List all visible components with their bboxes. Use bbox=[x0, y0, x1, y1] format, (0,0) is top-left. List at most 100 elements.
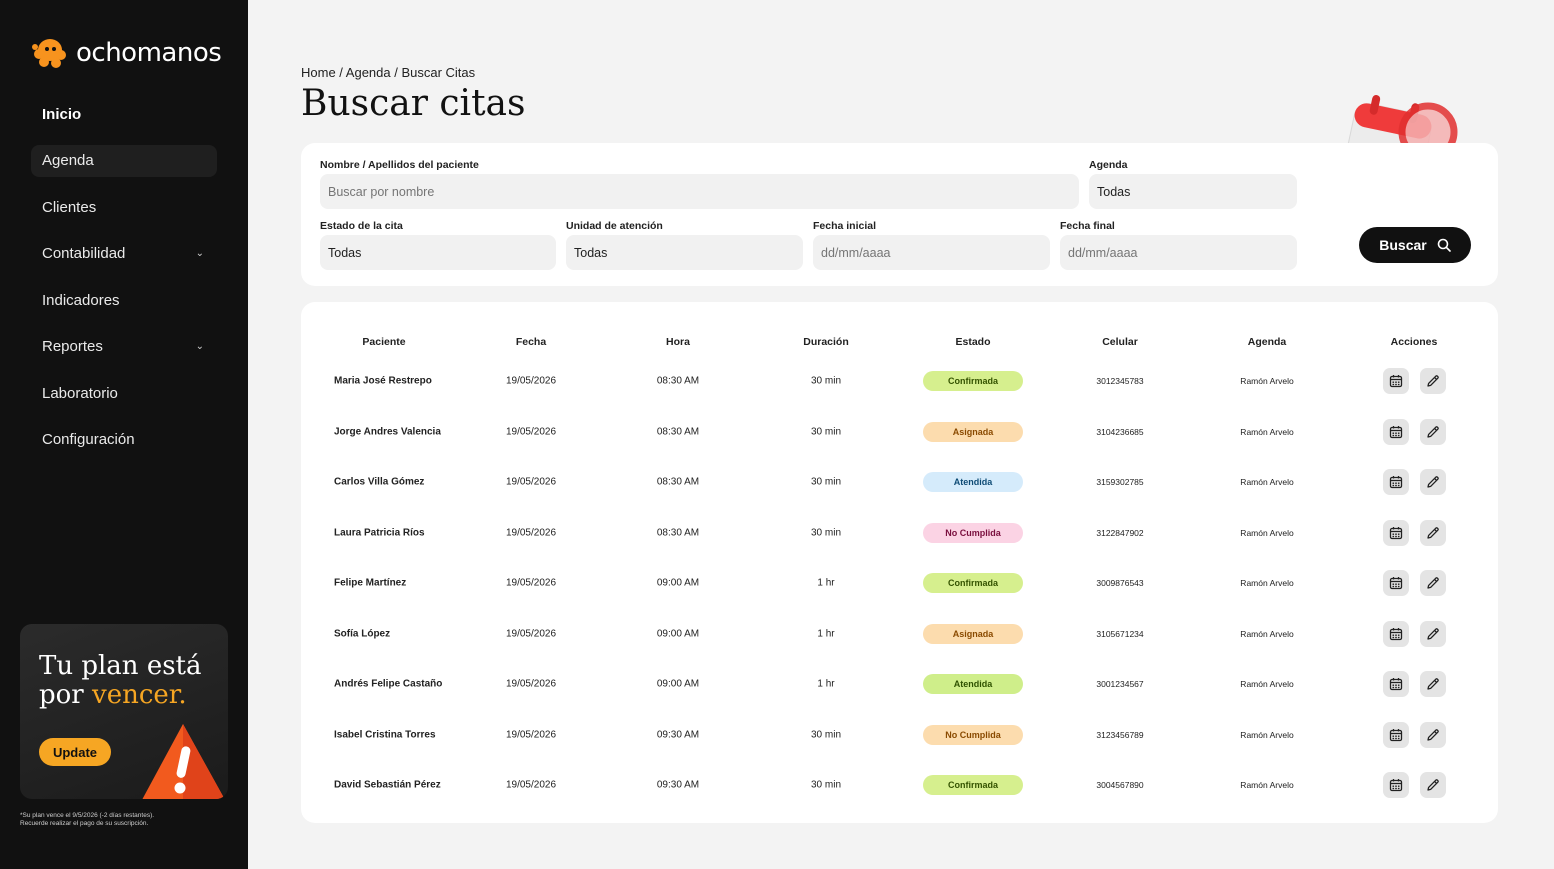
calendar-action-button[interactable] bbox=[1383, 418, 1409, 445]
table-row[interactable]: Laura Patricia Ríos 19/05/2026 08:30 AM … bbox=[301, 513, 1498, 553]
edit-action-button[interactable] bbox=[1420, 519, 1446, 546]
pencil-icon bbox=[1427, 476, 1439, 488]
time-cell: 09:30 AM bbox=[656, 729, 700, 740]
status-badge: Confirmada bbox=[923, 371, 1023, 391]
table-row[interactable]: David Sebastián Pérez 19/05/2026 09:30 A… bbox=[301, 765, 1498, 805]
search-button[interactable]: Buscar bbox=[1359, 227, 1471, 263]
agenda-cell: Ramón Arvelo bbox=[1240, 426, 1294, 437]
edit-action-button[interactable] bbox=[1420, 671, 1446, 697]
table-row[interactable]: Maria José Restrepo 19/05/2026 08:30 AM … bbox=[301, 361, 1498, 401]
search-icon bbox=[1437, 238, 1451, 252]
date-cell: 19/05/2026 bbox=[505, 729, 557, 740]
calendar-action-button[interactable] bbox=[1383, 620, 1409, 647]
col-header-acciones: Acciones bbox=[1390, 336, 1438, 348]
sidebar-item-configuracion[interactable]: Configuración bbox=[31, 424, 217, 456]
sidebar-item-label: Contabilidad bbox=[42, 245, 126, 262]
agenda-cell: Ramón Arvelo bbox=[1240, 679, 1294, 689]
sidebar-item-clientes[interactable]: Clientes bbox=[31, 191, 217, 223]
pencil-icon bbox=[1427, 526, 1439, 539]
time-cell: 08:30 AM bbox=[656, 527, 700, 538]
col-header-duracion[interactable]: Duración bbox=[803, 336, 849, 348]
chevron-down-icon: ⌄ bbox=[195, 248, 204, 259]
calendar-icon bbox=[1389, 526, 1403, 539]
update-button[interactable]: Update bbox=[39, 738, 111, 766]
fecha-final-input[interactable] bbox=[1060, 235, 1297, 270]
date-cell: 19/05/2026 bbox=[505, 678, 557, 690]
calendar-icon bbox=[1389, 425, 1403, 438]
phone-cell: 3123456789 bbox=[1096, 729, 1144, 740]
edit-action-button[interactable] bbox=[1420, 772, 1446, 798]
edit-action-button[interactable] bbox=[1420, 418, 1446, 445]
col-header-paciente[interactable]: Paciente bbox=[362, 336, 406, 348]
date-cell: 19/05/2026 bbox=[505, 779, 557, 791]
octopus-logo-icon bbox=[32, 39, 66, 68]
estado-select[interactable]: Todas bbox=[320, 235, 556, 270]
brand-logo[interactable]: ochomanos bbox=[30, 36, 222, 70]
phone-cell: 3159302785 bbox=[1096, 477, 1144, 487]
calendar-action-button[interactable] bbox=[1383, 721, 1409, 748]
phone-cell: 3004567890 bbox=[1096, 780, 1144, 790]
status-badge: Confirmada bbox=[923, 775, 1023, 795]
table-row[interactable]: Carlos Villa Gómez 19/05/2026 08:30 AM 3… bbox=[301, 462, 1498, 502]
sidebar-item-label: Laboratorio bbox=[42, 384, 118, 402]
agenda-filter-label: Agenda bbox=[1089, 159, 1128, 171]
col-header-celular[interactable]: Celular bbox=[1102, 336, 1138, 348]
calendar-action-button[interactable] bbox=[1383, 519, 1409, 546]
calendar-action-button[interactable] bbox=[1383, 570, 1409, 596]
calendar-action-button[interactable] bbox=[1383, 671, 1409, 697]
unidad-select[interactable]: Todas bbox=[566, 235, 803, 270]
time-cell: 08:30 AM bbox=[656, 426, 700, 437]
pencil-icon bbox=[1427, 779, 1439, 791]
fecha-inicial-input[interactable] bbox=[813, 235, 1050, 270]
col-header-fecha[interactable]: Fecha bbox=[515, 336, 547, 348]
date-cell: 19/05/2026 bbox=[505, 375, 557, 387]
edit-action-button[interactable] bbox=[1420, 570, 1446, 596]
time-cell: 08:30 AM bbox=[656, 375, 700, 387]
calendar-action-button[interactable] bbox=[1383, 368, 1409, 394]
calendar-action-button[interactable] bbox=[1383, 772, 1409, 798]
table-row[interactable]: Isabel Cristina Torres 19/05/2026 09:30 … bbox=[301, 715, 1498, 755]
sidebar-item-label: Reportes bbox=[42, 338, 103, 355]
col-header-estado[interactable]: Estado bbox=[955, 336, 991, 348]
pencil-icon bbox=[1427, 627, 1439, 640]
sidebar-item-contabilidad[interactable]: Contabilidad ⌄ bbox=[31, 238, 217, 270]
sidebar-item-label: Agenda bbox=[42, 152, 94, 169]
edit-action-button[interactable] bbox=[1420, 721, 1446, 748]
edit-action-button[interactable] bbox=[1420, 368, 1446, 394]
table-row[interactable]: Andrés Felipe Castaño 19/05/2026 09:00 A… bbox=[301, 664, 1498, 704]
date-cell: 19/05/2026 bbox=[505, 426, 557, 437]
col-header-agenda[interactable]: Agenda bbox=[1247, 336, 1287, 348]
calendar-action-button[interactable] bbox=[1383, 469, 1409, 495]
table-row[interactable]: Felipe Martínez 19/05/2026 09:00 AM 1 hr… bbox=[301, 563, 1498, 603]
agenda-cell: Ramón Arvelo bbox=[1240, 376, 1294, 386]
edit-action-button[interactable] bbox=[1420, 620, 1446, 647]
search-button-label: Buscar bbox=[1379, 237, 1427, 253]
breadcrumb[interactable]: Home / Agenda / Buscar Citas bbox=[301, 65, 476, 80]
date-cell: 19/05/2026 bbox=[505, 476, 557, 488]
duration-cell: 1 hr bbox=[817, 678, 835, 690]
edit-action-button[interactable] bbox=[1420, 469, 1446, 495]
duration-cell: 30 min bbox=[810, 375, 842, 387]
duration-cell: 30 min bbox=[810, 779, 842, 791]
calendar-icon bbox=[1389, 678, 1403, 691]
agenda-select[interactable]: Todas bbox=[1089, 174, 1297, 209]
sidebar-item-agenda[interactable]: Agenda bbox=[31, 144, 217, 177]
status-badge: No Cumplida bbox=[923, 724, 1023, 745]
sidebar-item-indicadores[interactable]: Indicadores bbox=[31, 284, 217, 316]
patient-name-input[interactable] bbox=[320, 174, 1079, 209]
patient-name: Isabel Cristina Torres bbox=[334, 729, 436, 740]
table-row[interactable]: Jorge Andres Valencia 19/05/2026 08:30 A… bbox=[301, 412, 1498, 452]
agenda-cell: Ramón Arvelo bbox=[1240, 578, 1294, 588]
chevron-down-icon: ⌄ bbox=[195, 341, 204, 352]
calendar-icon bbox=[1389, 476, 1403, 489]
col-header-hora[interactable]: Hora bbox=[666, 336, 690, 348]
sidebar-item-reportes[interactable]: Reportes ⌄ bbox=[31, 331, 217, 363]
sidebar-item-label: Configuración bbox=[42, 431, 135, 448]
status-badge: No Cumplida bbox=[923, 522, 1023, 543]
appointments-table: Paciente Fecha Hora Duración Estado Celu… bbox=[301, 302, 1498, 823]
sidebar-item-inicio[interactable]: Inicio bbox=[31, 98, 217, 130]
sidebar-item-label: Clientes bbox=[42, 198, 97, 216]
phone-cell: 3012345783 bbox=[1096, 376, 1144, 386]
sidebar-item-laboratorio[interactable]: Laboratorio bbox=[31, 377, 217, 409]
table-row[interactable]: Sofía López 19/05/2026 09:00 AM 1 hr Asi… bbox=[301, 614, 1498, 654]
